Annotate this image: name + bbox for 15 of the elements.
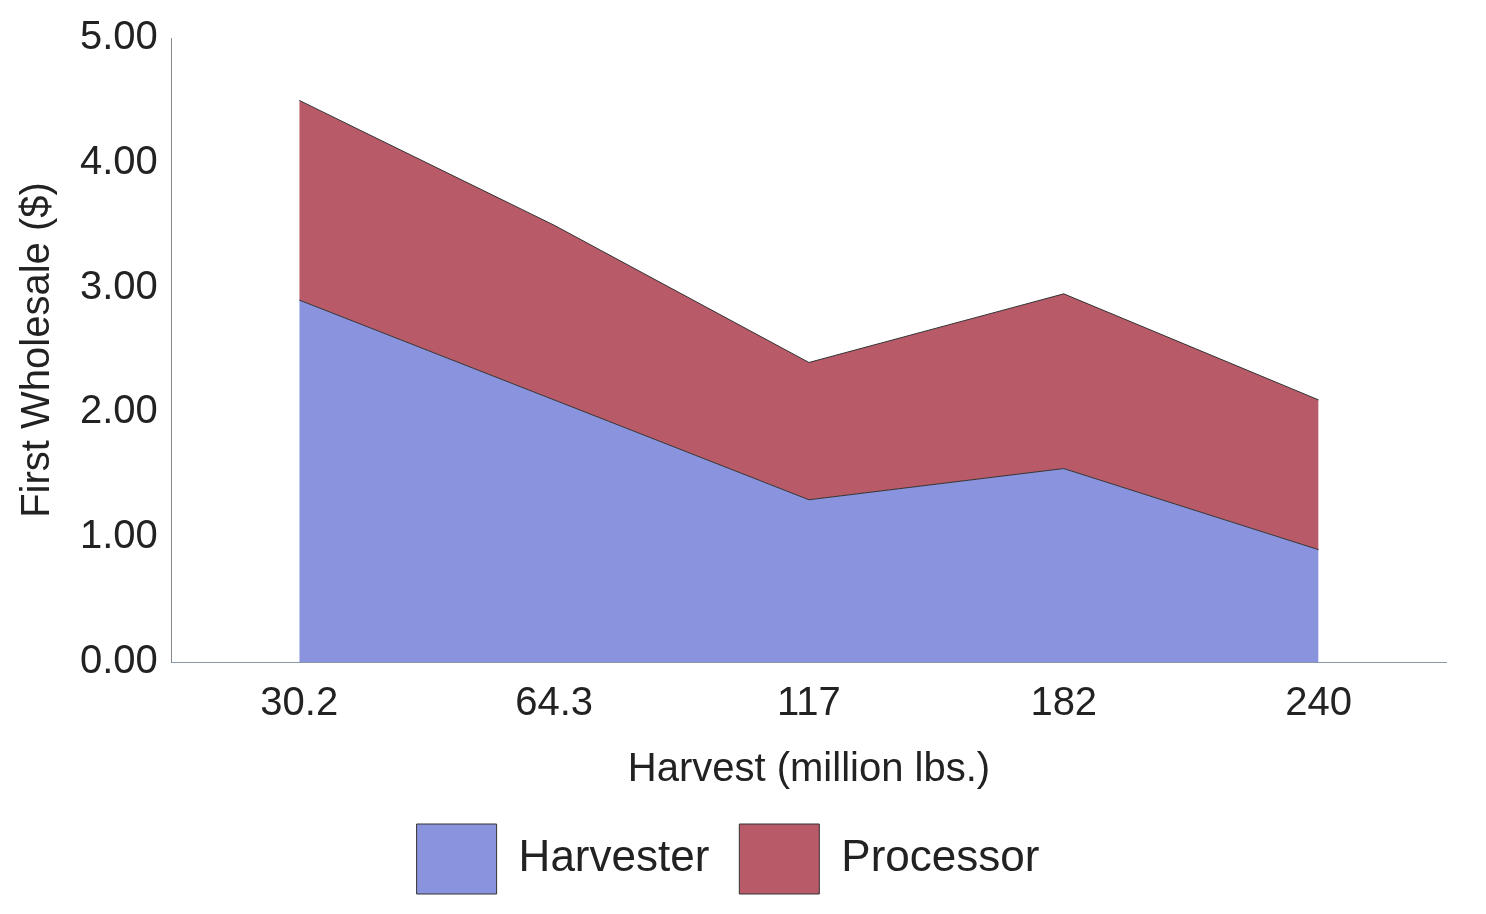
y-tick-label: 0.00: [79, 637, 158, 682]
x-tick-label: 240: [1285, 679, 1352, 724]
x-tick-label: 64.3: [515, 679, 594, 724]
y-tick-label: 4.00: [79, 137, 158, 182]
y-tick-label: 3.00: [79, 262, 158, 307]
legend-label: Harvester: [518, 831, 710, 881]
x-axis-title: Harvest (million lbs.): [627, 745, 991, 790]
y-tick-label: 1.00: [79, 512, 158, 557]
x-tick-label: 30.2: [260, 679, 339, 724]
x-tick-label: 182: [1030, 679, 1098, 724]
legend-label: Processor: [841, 831, 1040, 881]
x-tick-label: 117: [777, 679, 841, 724]
y-axis-title: First Wholesale ($): [13, 182, 58, 518]
y-tick-label: 2.00: [79, 387, 158, 432]
y-tick-label: 5.00: [79, 13, 158, 58]
